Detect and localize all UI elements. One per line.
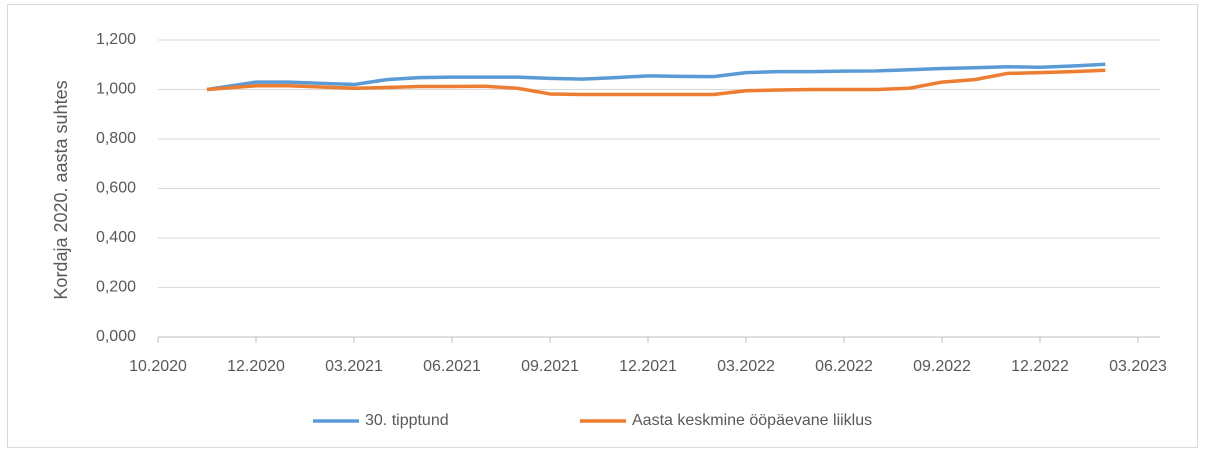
chart-border <box>7 4 1198 448</box>
x-tick-label: 12.2022 <box>1011 358 1069 375</box>
y-tick-label: 1,200 <box>96 31 136 48</box>
series-line <box>206 62 1106 92</box>
legend-label: 30. tipptund <box>365 412 449 429</box>
y-tick-label: 1,000 <box>96 81 136 98</box>
y-tick-label: 0,200 <box>96 279 136 296</box>
y-tick-label: 0,000 <box>96 328 136 345</box>
y-tick-label: 0,800 <box>96 130 136 147</box>
x-tick-label: 12.2021 <box>619 358 677 375</box>
y-tick-label: 0,400 <box>96 229 136 246</box>
x-tick-label: 09.2022 <box>913 358 971 375</box>
y-axis-label: Kordaja 2020. aasta suhtes <box>51 80 71 299</box>
y-tick-label: 0,600 <box>96 180 136 197</box>
x-tick-label: 03.2022 <box>717 358 775 375</box>
x-tick-label: 12.2020 <box>227 358 285 375</box>
x-tick-label: 06.2021 <box>423 358 481 375</box>
series-line <box>206 68 1106 97</box>
x-tick-label: 06.2022 <box>815 358 873 375</box>
x-tick-label: 10.2020 <box>129 358 187 375</box>
x-tick-label: 03.2023 <box>1109 358 1167 375</box>
legend-label: Aasta keskmine ööpäevane liiklus <box>632 412 872 429</box>
x-tick-label: 09.2021 <box>521 358 579 375</box>
x-tick-label: 03.2021 <box>325 358 383 375</box>
